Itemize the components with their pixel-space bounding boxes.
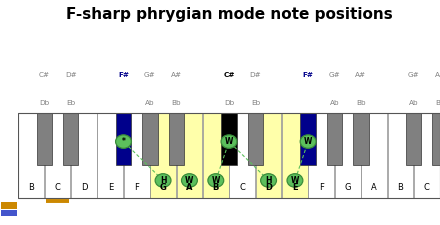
- Text: H: H: [265, 176, 272, 185]
- Text: B: B: [213, 183, 219, 192]
- Text: C: C: [239, 183, 245, 192]
- Bar: [18, 113, 44, 198]
- Text: E: E: [292, 183, 298, 192]
- Bar: [97, 113, 123, 198]
- Text: F#: F#: [303, 72, 314, 78]
- Text: G#: G#: [144, 72, 156, 78]
- Text: H: H: [160, 176, 166, 185]
- Bar: [37, 112, 52, 165]
- Bar: [229, 113, 255, 198]
- Text: Db: Db: [39, 100, 50, 106]
- Text: F#: F#: [118, 72, 129, 78]
- Bar: [1, 202, 17, 209]
- Text: D#: D#: [65, 72, 77, 78]
- Text: Bb: Bb: [172, 100, 181, 106]
- Text: G#: G#: [329, 72, 341, 78]
- Bar: [256, 113, 282, 198]
- Text: W: W: [304, 137, 312, 146]
- Bar: [433, 112, 440, 165]
- Bar: [308, 113, 334, 198]
- Text: F: F: [319, 183, 324, 192]
- Text: G: G: [345, 183, 351, 192]
- Bar: [221, 112, 237, 165]
- Text: Ab: Ab: [409, 100, 418, 106]
- Text: Ab: Ab: [145, 100, 155, 106]
- Bar: [44, 113, 70, 198]
- Circle shape: [300, 135, 316, 148]
- Text: D#: D#: [249, 72, 261, 78]
- Text: F-sharp phrygian mode note positions: F-sharp phrygian mode note positions: [66, 7, 392, 22]
- Bar: [301, 112, 316, 165]
- Text: W: W: [225, 137, 233, 146]
- Circle shape: [208, 174, 224, 187]
- Circle shape: [116, 135, 132, 148]
- Text: E: E: [108, 183, 113, 192]
- Text: W: W: [185, 176, 194, 185]
- Text: C: C: [424, 183, 430, 192]
- Bar: [335, 113, 361, 198]
- Text: G#: G#: [408, 72, 419, 78]
- Bar: [142, 112, 158, 165]
- Text: A#: A#: [434, 72, 440, 78]
- Bar: [248, 112, 263, 165]
- Text: C#: C#: [223, 72, 235, 78]
- Bar: [388, 113, 413, 198]
- Text: D: D: [81, 183, 87, 192]
- Circle shape: [155, 174, 171, 187]
- Circle shape: [182, 174, 198, 187]
- Text: basicmusictheory.com: basicmusictheory.com: [7, 79, 11, 137]
- Text: G: G: [160, 183, 166, 192]
- Text: A#: A#: [356, 72, 367, 78]
- Circle shape: [221, 135, 237, 148]
- Bar: [124, 113, 150, 198]
- Text: B: B: [397, 183, 403, 192]
- Bar: [116, 112, 131, 165]
- Bar: [327, 112, 342, 165]
- Circle shape: [260, 174, 276, 187]
- Bar: [176, 113, 202, 198]
- Text: Bb: Bb: [356, 100, 366, 106]
- Text: B: B: [28, 183, 34, 192]
- Text: A: A: [186, 183, 193, 192]
- Text: W: W: [212, 176, 220, 185]
- Bar: [18, 112, 440, 198]
- Bar: [150, 113, 176, 198]
- Text: D: D: [265, 183, 272, 192]
- Text: *: *: [121, 137, 125, 146]
- Bar: [361, 113, 387, 198]
- Circle shape: [287, 174, 303, 187]
- Bar: [406, 112, 421, 165]
- Text: C: C: [55, 183, 61, 192]
- Text: Bb: Bb: [435, 100, 440, 106]
- Bar: [203, 113, 229, 198]
- Text: Db: Db: [224, 100, 234, 106]
- Text: A: A: [371, 183, 377, 192]
- Bar: [71, 113, 97, 198]
- Text: A#: A#: [171, 72, 182, 78]
- Text: Eb: Eb: [251, 100, 260, 106]
- Text: W: W: [291, 176, 299, 185]
- Text: C#: C#: [39, 72, 50, 78]
- Bar: [414, 113, 440, 198]
- Text: Eb: Eb: [66, 100, 75, 106]
- Bar: [63, 112, 78, 165]
- Bar: [169, 112, 184, 165]
- Bar: [1, 210, 17, 216]
- Text: Ab: Ab: [330, 100, 339, 106]
- Text: F: F: [134, 183, 139, 192]
- Bar: [282, 113, 308, 198]
- Bar: [353, 112, 369, 165]
